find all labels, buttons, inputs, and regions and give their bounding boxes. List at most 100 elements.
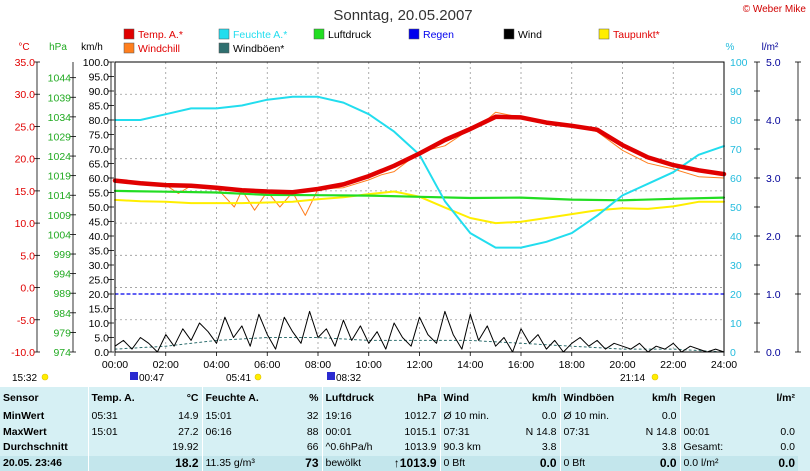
wind-axis-unit: km/h xyxy=(81,42,103,53)
moonrise-label: 00:47 xyxy=(139,373,164,384)
stats-cell: 73 xyxy=(268,455,322,471)
statistics-table: Sensor Temp. A. °C Feuchte A.% Luftdruck hPa W… xyxy=(0,387,798,471)
stats-cell: 1012.7 xyxy=(404,410,437,422)
sun-moon-strip: 15:32 00:47 05:41 08:32 21:14 xyxy=(12,372,659,384)
pressure-tick-label: 999 xyxy=(53,249,71,261)
pressure-tick-label: 1024 xyxy=(48,151,72,163)
wind-tick-label: 55.0 xyxy=(89,188,110,200)
wind-tick-label: 85.0 xyxy=(89,101,110,113)
stats-cell: bewölkt xyxy=(321,455,386,471)
x-tick-label: 02:00 xyxy=(153,359,179,371)
stats-header-cell: Sensor xyxy=(3,392,39,404)
stats-cell: 0.0 xyxy=(661,410,677,422)
wind-tick-label: 20.0 xyxy=(89,289,110,301)
rain-tick-label: 3.0 xyxy=(766,173,781,185)
legend-swatch xyxy=(598,28,610,40)
stats-cell: 1013.9 xyxy=(404,441,437,453)
chart-axes: 35.0 30.0 25.0 20.0 15.0 10.0 5.0 0.0 -5.0 -10.0 1… xyxy=(11,57,801,371)
humidity-tick-label: 30 xyxy=(730,260,742,272)
sunrise-icon xyxy=(254,373,262,381)
pressure-axis-unit: hPa xyxy=(49,42,67,53)
humidity-tick-label: 60 xyxy=(730,173,742,185)
stats-header-cell: hPa xyxy=(417,392,437,404)
sun-icon xyxy=(41,373,49,381)
pressure-tick-label: 1004 xyxy=(48,229,72,241)
stats-cell: 32 xyxy=(306,410,319,422)
legend-label: Regen xyxy=(423,29,454,41)
humidity-axis-unit: % xyxy=(726,42,735,53)
x-tick-label: 08:00 xyxy=(305,359,331,371)
temp-tick-label: 15.0 xyxy=(15,186,36,198)
stats-header-cell: km/h xyxy=(531,392,557,404)
stats-cell: 19.92 xyxy=(172,441,199,453)
credit-label: © Weber Mike xyxy=(743,4,807,15)
stats-cell: 90.3 km xyxy=(439,440,506,456)
humidity-tick-label: 0 xyxy=(730,347,736,359)
pressure-tick-label: 1034 xyxy=(48,112,72,124)
legend-label: Temp. A.* xyxy=(138,29,183,41)
stats-cell: Durchschnitt xyxy=(3,441,68,453)
legend-swatch xyxy=(218,42,230,54)
stats-cell: 00:01 xyxy=(679,424,746,440)
temp-tick-label: 10.0 xyxy=(15,218,36,230)
stats-cell: 15:01 xyxy=(201,409,268,425)
plot-frame xyxy=(114,61,725,353)
stats-cell: N 14.8 xyxy=(525,425,557,438)
stats-cell: 06:16 xyxy=(201,424,268,440)
x-tick-label: 16:00 xyxy=(508,359,534,371)
moonset-label: 08:32 xyxy=(336,373,361,384)
rain-axis-unit: l/m² xyxy=(762,42,779,53)
wind-tick-label: 25.0 xyxy=(89,275,110,287)
series-line-wind xyxy=(114,310,725,353)
stats-cell: Ø 10 min. xyxy=(559,409,626,425)
stats-header-cell: Windböen xyxy=(559,387,626,409)
legend-label: Luftdruck xyxy=(328,29,372,41)
pressure-tick-label: 1044 xyxy=(48,73,72,85)
stats-cell: 1015.1 xyxy=(404,425,437,438)
stats-header-cell: km/h xyxy=(651,392,677,404)
legend-label: Windchill xyxy=(138,43,180,55)
humidity-tick-label: 50 xyxy=(730,202,742,214)
sunset-label: 21:14 xyxy=(620,373,645,384)
pressure-tick-label: 994 xyxy=(53,269,71,281)
temp-tick-label: 0.0 xyxy=(20,283,35,295)
stats-min-row: MinWert 05:31 14.9 15:01 32 19:16 1012.7 Ø 10 m… xyxy=(0,409,798,425)
wind-tick-label: 10.0 xyxy=(89,318,110,330)
wind-tick-label: 40.0 xyxy=(89,231,110,243)
wind-tick-label: 75.0 xyxy=(89,130,110,142)
x-tick-label: 06:00 xyxy=(254,359,280,371)
stats-cell: ^0.6hPa/h xyxy=(321,440,386,456)
pressure-tick-label: 984 xyxy=(53,308,71,320)
humidity-tick-label: 40 xyxy=(730,231,742,243)
chart-title: Sonntag, 20.05.2007 xyxy=(333,7,472,24)
stats-cell: 0.0 xyxy=(780,441,795,453)
pressure-tick-label: 1019 xyxy=(48,171,72,183)
wind-tick-label: 35.0 xyxy=(89,246,110,258)
legend-label: Feuchte A.* xyxy=(233,29,287,41)
left-time-label: 15:32 xyxy=(12,373,37,384)
stats-header-cell: l/m² xyxy=(776,392,795,404)
temp-tick-label: -10.0 xyxy=(11,347,35,359)
legend-swatch xyxy=(218,28,230,40)
wind-tick-label: 95.0 xyxy=(89,72,110,84)
stats-cell xyxy=(746,409,798,425)
rain-tick-label: 2.0 xyxy=(766,231,781,243)
x-tick-label: 12:00 xyxy=(406,359,432,371)
pressure-tick-label: 1039 xyxy=(48,92,72,104)
stats-header-cell: % xyxy=(309,392,319,404)
legend-swatch xyxy=(123,28,135,40)
x-tick-label: 22:00 xyxy=(660,359,686,371)
humidity-tick-label: 20 xyxy=(730,289,742,301)
legend-swatch xyxy=(313,28,325,40)
stats-max-row: MaxWert 15:01 27.2 06:16 88 00:01 1015.1 07:31 N… xyxy=(0,424,798,440)
legend-label: Wind xyxy=(518,29,542,41)
stats-cell: 0.0 xyxy=(506,455,560,471)
temp-tick-label: 20.0 xyxy=(15,154,36,166)
stats-cell: Ø 10 min. xyxy=(439,409,506,425)
wind-tick-label: 70.0 xyxy=(89,144,110,156)
stats-cell: 20.05. 23:46 xyxy=(0,455,88,471)
stats-cell: 05:31 xyxy=(87,409,148,425)
chart-legend: Temp. A.* Feuchte A.* Luftdruck Regen Wind Ta… xyxy=(123,28,660,55)
legend-label: Taupunkt* xyxy=(613,29,660,41)
stats-cell: Gesamt: xyxy=(679,440,746,456)
